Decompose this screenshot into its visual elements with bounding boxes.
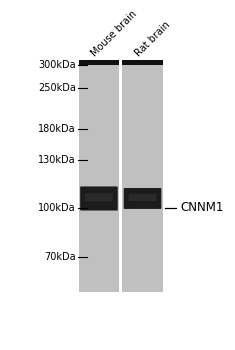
Bar: [79, 111, 119, 117]
Bar: [122, 167, 163, 173]
Bar: [122, 207, 163, 213]
Bar: [122, 88, 163, 94]
Bar: [79, 252, 119, 258]
Bar: [79, 156, 119, 162]
Text: 100kDa: 100kDa: [39, 203, 76, 213]
Bar: [79, 179, 119, 184]
Bar: [122, 218, 163, 224]
Bar: [122, 122, 163, 128]
Bar: [122, 196, 163, 201]
Bar: [122, 247, 163, 252]
Bar: [79, 224, 119, 230]
Bar: [79, 77, 119, 82]
Bar: [122, 230, 163, 235]
Bar: [79, 167, 119, 173]
Bar: [122, 133, 163, 139]
Text: CNNM1: CNNM1: [181, 202, 224, 215]
Bar: [122, 241, 163, 247]
Text: 180kDa: 180kDa: [39, 124, 76, 134]
Bar: [79, 235, 119, 241]
Bar: [122, 77, 163, 82]
Bar: [122, 94, 163, 99]
Bar: [79, 281, 119, 286]
Text: 70kDa: 70kDa: [44, 252, 76, 262]
Text: 300kDa: 300kDa: [39, 61, 76, 70]
Bar: [122, 117, 163, 122]
Bar: [122, 139, 163, 145]
Bar: [122, 286, 163, 292]
Bar: [122, 179, 163, 184]
Bar: [79, 139, 119, 145]
Bar: [79, 275, 119, 281]
Text: Mouse brain: Mouse brain: [90, 8, 139, 58]
Bar: [79, 94, 119, 99]
Bar: [79, 122, 119, 128]
Bar: [79, 258, 119, 264]
Bar: [122, 258, 163, 264]
Bar: [79, 213, 119, 218]
Bar: [79, 99, 119, 105]
Text: 130kDa: 130kDa: [39, 155, 76, 166]
Bar: [122, 71, 163, 77]
Bar: [79, 247, 119, 252]
Text: Rat brain: Rat brain: [133, 19, 172, 58]
Bar: [122, 162, 163, 167]
Bar: [122, 235, 163, 241]
Bar: [79, 207, 119, 213]
FancyBboxPatch shape: [129, 194, 157, 201]
Bar: [79, 173, 119, 179]
Bar: [79, 201, 119, 207]
Bar: [122, 201, 163, 207]
Bar: [122, 184, 163, 190]
Bar: [79, 60, 119, 65]
Bar: [79, 190, 119, 196]
Bar: [122, 156, 163, 162]
Bar: [122, 281, 163, 286]
Bar: [79, 71, 119, 77]
Bar: [122, 105, 163, 111]
Bar: [122, 173, 163, 179]
Bar: [79, 65, 119, 71]
Bar: [122, 264, 163, 269]
Bar: [79, 241, 119, 247]
Bar: [79, 145, 119, 150]
Bar: [79, 264, 119, 269]
Bar: [122, 252, 163, 258]
Bar: [122, 65, 163, 71]
Bar: [122, 128, 163, 133]
Bar: [79, 150, 119, 156]
Bar: [122, 111, 163, 117]
Bar: [122, 145, 163, 150]
Bar: [79, 269, 119, 275]
Bar: [79, 184, 119, 190]
Bar: [79, 105, 119, 111]
Bar: [79, 128, 119, 133]
Bar: [79, 82, 119, 88]
Bar: [122, 224, 163, 230]
Bar: [79, 88, 119, 94]
Bar: [79, 117, 119, 122]
Bar: [122, 269, 163, 275]
Bar: [122, 60, 163, 65]
Bar: [122, 213, 163, 218]
Bar: [122, 82, 163, 88]
Bar: [79, 230, 119, 235]
Bar: [79, 65, 119, 292]
FancyBboxPatch shape: [80, 187, 118, 211]
Bar: [122, 275, 163, 281]
Bar: [79, 133, 119, 139]
Bar: [122, 99, 163, 105]
Bar: [79, 162, 119, 167]
Bar: [79, 218, 119, 224]
Bar: [122, 65, 163, 292]
Bar: [122, 190, 163, 196]
Bar: [79, 286, 119, 292]
FancyBboxPatch shape: [124, 188, 161, 209]
Text: 250kDa: 250kDa: [38, 83, 76, 93]
Bar: [122, 150, 163, 156]
FancyBboxPatch shape: [85, 194, 113, 201]
Bar: [79, 196, 119, 201]
